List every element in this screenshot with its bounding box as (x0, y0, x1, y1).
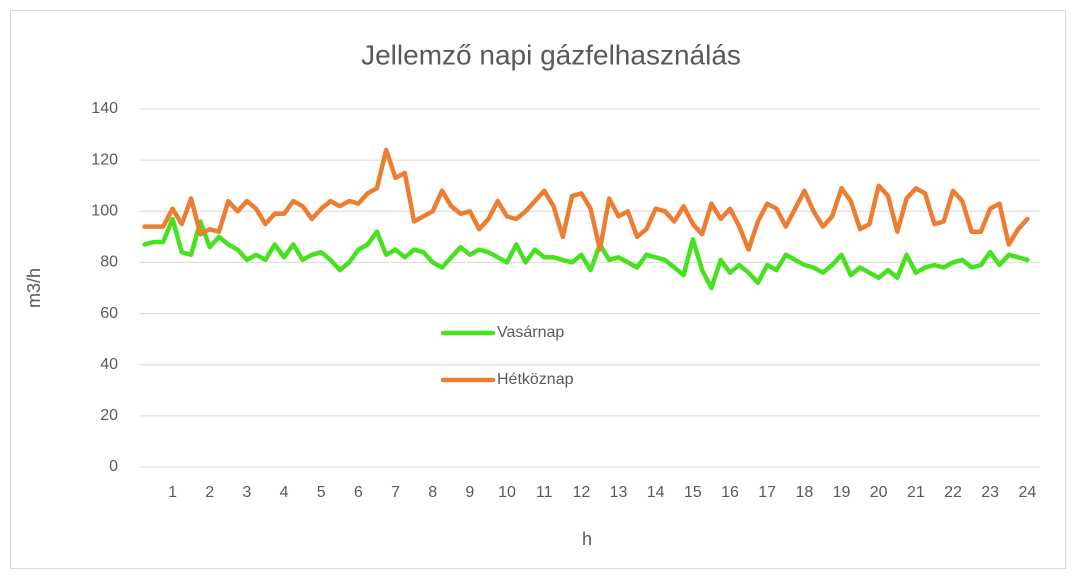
y-tick-label: 120 (91, 151, 118, 168)
chart-border (10, 10, 1066, 569)
x-tick-label: 20 (870, 484, 888, 501)
y-tick-label: 100 (91, 203, 118, 220)
x-tick-label: 9 (465, 484, 474, 501)
x-axis-label: h (582, 529, 592, 549)
x-tick-label: 2 (205, 484, 214, 501)
x-tick-label: 14 (647, 484, 665, 501)
legend-label: Hétköznap (497, 371, 574, 388)
x-tick-label: 7 (391, 484, 400, 501)
series-line (142, 216, 1030, 291)
x-tick-label: 23 (981, 484, 999, 501)
y-tick-label: 0 (109, 458, 118, 475)
y-tick-label: 80 (100, 254, 118, 271)
x-tick-label: 17 (758, 484, 776, 501)
legend-label: Vasárnap (497, 324, 564, 341)
x-tick-label: 11 (536, 484, 553, 501)
x-tick-label: 12 (572, 484, 590, 501)
x-tick-label: 16 (721, 484, 739, 501)
x-tick-label: 18 (795, 484, 813, 501)
x-tick-label: 6 (354, 484, 363, 501)
x-tick-label: 19 (833, 484, 851, 501)
x-tick-label: 10 (498, 484, 516, 501)
x-tick-label: 15 (684, 484, 702, 501)
x-tick-label: 13 (610, 484, 628, 501)
x-tick-label: 22 (944, 484, 962, 501)
x-tick-label: 3 (242, 484, 251, 501)
series-line (142, 147, 1030, 252)
y-axis-label: m3/h (24, 268, 44, 308)
y-tick-label: 40 (100, 356, 118, 373)
x-tick-label: 1 (168, 484, 177, 501)
y-tick-label: 140 (91, 100, 118, 117)
chart-title: Jellemző napi gázfelhasználás (361, 39, 741, 70)
y-tick-label: 20 (100, 407, 118, 424)
x-tick-label: 4 (280, 484, 289, 501)
x-tick-label: 5 (317, 484, 326, 501)
x-tick-label: 24 (1018, 484, 1036, 501)
x-tick-label: 8 (428, 484, 437, 501)
y-tick-label: 60 (100, 305, 118, 322)
x-tick-label: 21 (907, 484, 925, 501)
